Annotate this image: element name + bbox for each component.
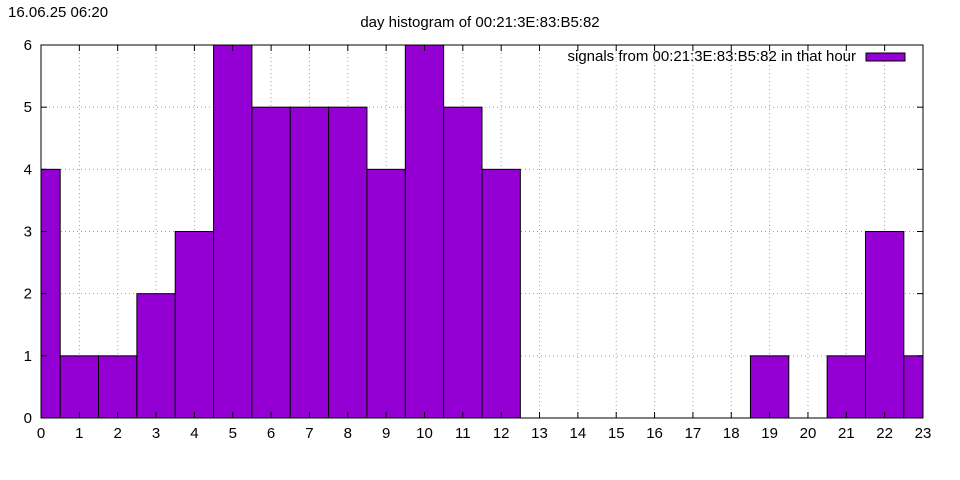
- x-tick-label: 6: [267, 425, 275, 442]
- x-tick-label: 4: [190, 425, 198, 442]
- x-tick-label: 13: [531, 425, 548, 442]
- x-tick-label: 5: [229, 425, 237, 442]
- bar-hour-19: [749, 355, 790, 419]
- x-tick-label: 3: [152, 425, 160, 442]
- y-tick-label: 2: [24, 286, 32, 303]
- bar-hour-3: [136, 293, 176, 419]
- y-axis-labels: 0 1 2 3 4 5 6: [24, 37, 32, 427]
- x-tick-label: 10: [416, 425, 433, 442]
- y-tick-label: 3: [24, 224, 32, 241]
- x-tick-label: 23: [915, 425, 932, 442]
- x-tick-label: 8: [344, 425, 352, 442]
- x-axis-labels: 0 1 2 3 4 5 6 7 8 9 10 11 12 13 14 15 16 17 18 19 20 21 22 23: [37, 425, 932, 442]
- bar-hour-10: [404, 44, 445, 419]
- timestamp: 16.06.25 06:20: [8, 4, 109, 21]
- bar-hour-6: [251, 106, 291, 419]
- y-tick-label: 5: [24, 99, 32, 116]
- x-tick-label: 22: [876, 425, 893, 442]
- bars: [40, 44, 924, 419]
- bar-hour-21: [826, 355, 866, 419]
- bar-hour-5: [213, 44, 253, 419]
- y-tick-label: 6: [24, 37, 32, 54]
- y-tick-label: 1: [24, 348, 32, 365]
- x-tick-label: 9: [382, 425, 390, 442]
- bar-hour-7: [289, 106, 330, 419]
- x-tick-label: 0: [37, 425, 45, 442]
- x-tick-label: 19: [761, 425, 778, 442]
- bar-hour-23: [903, 355, 924, 419]
- x-tick-label: 2: [114, 425, 122, 442]
- axis-ticks: [40, 44, 924, 419]
- x-tick-label: 16: [646, 425, 663, 442]
- x-tick-label: 7: [305, 425, 313, 442]
- bar-hour-11: [443, 106, 483, 419]
- bar-hour-4: [174, 231, 215, 419]
- x-tick-label: 21: [838, 425, 855, 442]
- x-tick-label: 11: [455, 425, 471, 442]
- x-tick-label: 18: [723, 425, 740, 442]
- x-tick-label: 20: [800, 425, 817, 442]
- bar-hour-1: [59, 355, 100, 419]
- chart-title: day histogram of 00:21:3E:83:B5:82: [360, 14, 599, 31]
- bar-hour-8: [328, 106, 368, 419]
- bar-hour-12: [481, 168, 521, 419]
- y-tick-label: 4: [24, 161, 32, 178]
- x-tick-label: 1: [75, 425, 83, 442]
- x-tick-label: 12: [493, 425, 510, 442]
- x-tick-label: 14: [570, 425, 587, 442]
- bar-hour-2: [98, 355, 138, 419]
- legend-label: signals from 00:21:3E:83:B5:82 in that h…: [567, 48, 856, 65]
- y-tick-label: 0: [24, 410, 32, 427]
- bar-hour-9: [366, 168, 406, 419]
- x-tick-label: 15: [608, 425, 625, 442]
- bar-hour-22: [864, 231, 905, 419]
- x-tick-label: 17: [685, 425, 702, 442]
- legend-swatch: [865, 52, 906, 62]
- legend: signals from 00:21:3E:83:B5:82 in that h…: [567, 48, 906, 65]
